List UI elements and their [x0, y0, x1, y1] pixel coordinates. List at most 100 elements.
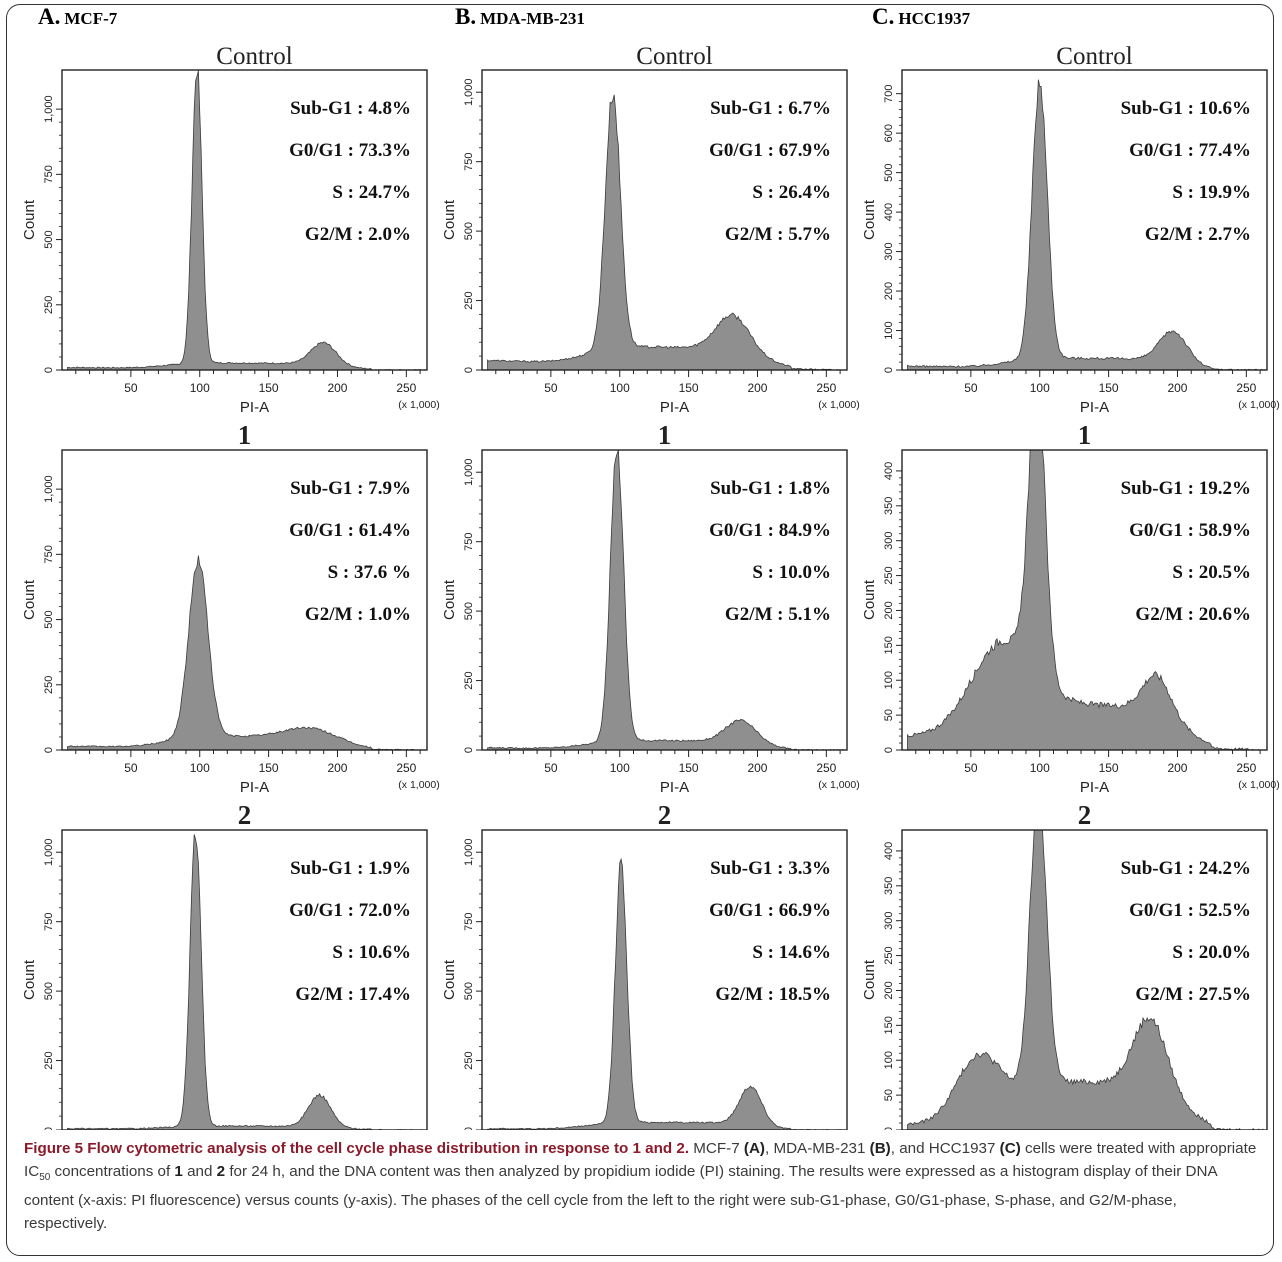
panel-3-ytick-label: 500 [883, 163, 895, 181]
panel-2-histogram [487, 94, 843, 371]
panel-1-title: Control [216, 43, 292, 70]
panel-5-phase-sub-g1: Sub-G1 : 1.8% [710, 478, 831, 499]
panel-3-ytick-label: 300 [883, 242, 895, 260]
caption-compound-1: 1 [174, 1163, 183, 1180]
panel-5-phase-g2-m: G2/M : 5.1% [725, 604, 831, 625]
panel-3-xlabel: PI-A [1080, 399, 1109, 416]
panel-7-phase-g0-g1: G0/G1 : 72.0% [289, 900, 411, 921]
figure-caption: Figure 5 Flow cytometric analysis of the… [24, 1137, 1264, 1235]
panel-2-xtick-label: 100 [610, 381, 630, 395]
column-label-a: A. MCF-7 [38, 4, 117, 30]
caption-text-1: MCF-7 [689, 1140, 744, 1157]
panel-3-xtick-label: 250 [1236, 381, 1256, 395]
panel-4-plot-box [61, 449, 428, 751]
panel-9-phase-s: S : 20.0% [1172, 942, 1251, 963]
caption-text-7: for 24 h, and the DNA content was then a… [24, 1163, 1217, 1233]
panel-5-xtick-label: 50 [544, 761, 558, 775]
panel-4-ytick-label: 250 [43, 676, 55, 694]
panel-2-ytick-label: 1,000 [463, 78, 475, 106]
panel-5-xtick-label: 200 [747, 761, 767, 775]
panel-5-histogram [487, 449, 844, 751]
panel-3-ytick-label: 200 [883, 282, 895, 300]
panel-9-ytick-label: 250 [883, 946, 895, 964]
panel-9-ytick-label: 100 [883, 1051, 895, 1069]
panel-5-ytick-label: 1,000 [463, 458, 475, 486]
panel-5-plot-box [481, 449, 848, 751]
panel-1-histogram [67, 70, 423, 371]
panel-5-ytick-label: 750 [463, 532, 475, 550]
panel-2-xtick-label: 50 [544, 381, 558, 395]
panel-2-xlabel: PI-A [660, 399, 689, 416]
panel-7-plot-box [61, 829, 428, 1130]
column-label-b: B. MDA-MB-231 [455, 4, 585, 30]
panel-9-ytick-label: 150 [883, 1016, 895, 1034]
panel-8-ylabel: Count [441, 959, 458, 1000]
panel-3-ytick-label: 0 [883, 367, 895, 373]
panel-1-ylabel: Count [21, 199, 38, 240]
panel-4-ylabel: Count [21, 579, 38, 620]
panel-2-phase-s: S : 26.4% [752, 182, 831, 203]
panel-1-x-unit: (x 1,000) [398, 399, 439, 411]
panel-9-ylabel: Count [861, 959, 878, 1000]
column-letter-a: A. [38, 4, 61, 29]
panel-6-ytick-label: 0 [883, 747, 895, 753]
panel-5-xlabel: PI-A [660, 779, 689, 796]
panel-9-phase-sub-g1: Sub-G1 : 24.2% [1121, 858, 1251, 879]
panel-6-xtick-label: 200 [1167, 761, 1187, 775]
panel-6-ytick-label: 400 [883, 462, 895, 480]
panel-8-phase-g2-m: G2/M : 18.5% [715, 984, 831, 1005]
panel-8-plot-box [481, 829, 848, 1130]
panel-4-xtick-label: 150 [259, 761, 279, 775]
panel-5-ytick-label: 0 [463, 747, 475, 753]
panel-3-ytick-label: 600 [883, 124, 895, 142]
panel-6-title: 1 [1078, 420, 1092, 450]
panel-7-ytick-label: 500 [43, 982, 55, 1000]
panel-7-ytick-label: 250 [43, 1051, 55, 1069]
panel-5-x-unit: (x 1,000) [818, 779, 859, 791]
panel-2-plot-box [481, 69, 848, 371]
panel-2-phase-g2-m: G2/M : 5.7% [725, 224, 831, 245]
panel-2-ytick-label: 500 [463, 222, 475, 240]
panel-5-ytick-label: 500 [463, 602, 475, 620]
panel-1-xtick-label: 150 [259, 381, 279, 395]
panel-5-phase-s: S : 10.0% [752, 562, 831, 583]
panel-6-xtick-label: 50 [964, 761, 978, 775]
panel-4-xlabel: PI-A [240, 779, 269, 796]
panel-9-phase-g2-m: G2/M : 27.5% [1135, 984, 1251, 1005]
panel-4-histogram [67, 555, 424, 751]
panel-2-phase-sub-g1: Sub-G1 : 6.7% [710, 98, 831, 119]
panel-1-xtick-label: 50 [124, 381, 138, 395]
panel-8-ytick-label: 500 [463, 982, 475, 1000]
column-letter-c: C. [872, 4, 895, 29]
panel-1-ytick-label: 750 [43, 165, 55, 183]
panel-6-ytick-label: 300 [883, 532, 895, 550]
panel-4-ytick-label: 750 [43, 545, 55, 563]
caption-title: Figure 5 Flow cytometric analysis of the… [24, 1140, 690, 1157]
panel-6-ytick-label: 250 [883, 566, 895, 584]
panel-9-histogram [907, 829, 1264, 1130]
panel-4-phase-g2-m: G2/M : 1.0% [305, 604, 411, 625]
panel-4-ytick-label: 1,000 [43, 475, 55, 503]
panel-7-ytick-label: 0 [43, 1127, 55, 1130]
panel-5-ylabel: Count [441, 579, 458, 620]
panel-1-ytick-label: 1,000 [43, 95, 55, 123]
caption-text-6: and [182, 1163, 217, 1180]
panel-6-xtick-label: 250 [1236, 761, 1256, 775]
panel-6-xtick-label: 150 [1099, 761, 1119, 775]
panel-5-phase-g0-g1: G0/G1 : 84.9% [709, 520, 831, 541]
panel-2-x-unit: (x 1,000) [818, 399, 859, 411]
panel-9-title: 2 [1078, 800, 1092, 830]
panel-1-ytick-label: 500 [43, 230, 55, 248]
panel-6-ytick-label: 100 [883, 671, 895, 689]
panel-1-phase-g2-m: G2/M : 2.0% [305, 224, 411, 245]
panel-7-phase-s: S : 10.6% [332, 942, 411, 963]
panel-6-ytick-label: 150 [883, 636, 895, 654]
panel-5-ytick-label: 250 [463, 671, 475, 689]
panel-9-ytick-label: 400 [883, 842, 895, 860]
panel-1-plot-box [61, 69, 428, 371]
panel-2-ytick-label: 250 [463, 291, 475, 309]
panel-4-xtick-label: 100 [190, 761, 210, 775]
panel-6-x-unit: (x 1,000) [1238, 779, 1279, 791]
panel-8-ytick-label: 750 [463, 912, 475, 930]
panel-5-title: 1 [658, 420, 672, 450]
